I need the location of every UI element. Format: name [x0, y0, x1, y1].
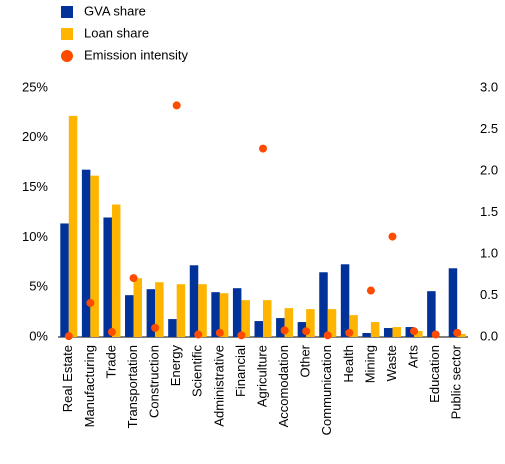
x-tick-label: Mining [362, 345, 377, 383]
y-tick-label: 0% [29, 328, 48, 343]
legend-swatch [61, 28, 73, 40]
emission-dot [302, 327, 311, 336]
y2-tick-label: 1.5 [480, 204, 498, 219]
legend-label: Loan share [84, 25, 149, 40]
emission-dot [107, 328, 116, 337]
bar [211, 292, 220, 337]
y-tick-label: 20% [22, 129, 48, 144]
bar [168, 319, 177, 337]
legend-swatch [61, 50, 73, 62]
x-tick-label: Arts [405, 345, 420, 369]
x-tick-label: Manufacturing [82, 345, 97, 427]
y2-tick-label: 0.5 [480, 287, 498, 302]
bar [284, 308, 294, 337]
x-tick-label: Waste [384, 345, 399, 381]
bar [176, 284, 186, 337]
emission-dot [431, 330, 440, 339]
bar [306, 309, 315, 337]
bar [297, 322, 307, 337]
emission-dot [388, 232, 397, 241]
bar [219, 293, 229, 337]
bar [319, 272, 328, 337]
emission-dot [280, 326, 289, 335]
emission-dot [237, 331, 246, 340]
emission-dot [64, 332, 73, 341]
x-tick-label: Other [298, 344, 313, 377]
bar [133, 278, 143, 337]
x-tick-label: Accomodation [276, 345, 291, 427]
y-tick-label: 25% [22, 79, 48, 94]
emission-dot [129, 274, 138, 283]
y-tick-label: 15% [22, 179, 48, 194]
emission-dot [172, 101, 181, 110]
y2-tick-label: 1.0 [480, 245, 498, 260]
y2-tick-label: 0.0 [480, 328, 498, 343]
emission-dot [86, 298, 95, 307]
x-tick-label: Communication [319, 345, 334, 435]
bar [327, 309, 337, 337]
emission-dot [194, 330, 203, 339]
bar [340, 264, 350, 337]
emission-dot [366, 286, 375, 295]
x-tick-label: Real Estate [60, 345, 75, 412]
y-tick-label: 5% [29, 279, 48, 294]
bar [457, 334, 466, 337]
emission-dot [151, 323, 160, 332]
bar [263, 300, 272, 337]
bar [392, 327, 401, 337]
emission-dot [323, 331, 332, 340]
bar [60, 223, 69, 337]
x-tick-label: Trade [103, 345, 118, 378]
bar [81, 169, 91, 337]
bar [198, 284, 207, 337]
bar [414, 331, 423, 337]
bar [362, 333, 371, 337]
emission-dot [410, 327, 419, 336]
bar [427, 291, 436, 337]
bar [276, 318, 285, 337]
emission-dot [345, 328, 354, 337]
bar [370, 322, 380, 337]
emission-dot [215, 328, 224, 337]
y-tick-label: 10% [22, 229, 48, 244]
bar [254, 321, 263, 337]
x-tick-label: Construction [147, 345, 162, 418]
y2-tick-label: 3.0 [480, 79, 498, 94]
bar [68, 115, 78, 337]
legend-label: GVA share [84, 3, 146, 18]
emission-dot [453, 328, 462, 337]
bar [103, 217, 112, 337]
bar [146, 289, 156, 337]
bar [189, 265, 199, 337]
bar [90, 175, 99, 337]
emission-dot [259, 144, 267, 153]
y2-tick-label: 2.0 [480, 162, 498, 177]
legend-swatch [61, 6, 73, 18]
bar [383, 328, 393, 337]
x-tick-label: Education [427, 345, 442, 403]
x-tick-label: Health [341, 345, 356, 383]
bar [349, 315, 358, 337]
bar [448, 268, 458, 337]
legend-label: Emission intensity [84, 47, 189, 62]
bar [241, 300, 250, 337]
bar [125, 295, 134, 337]
x-tick-label: Agriculture [254, 345, 269, 407]
x-tick-label: Public sector [449, 344, 464, 419]
x-tick-label: Transportation [125, 345, 140, 428]
x-tick-label: Financial [233, 345, 248, 397]
bar [111, 204, 121, 337]
bar [155, 282, 164, 337]
bar [405, 327, 415, 337]
x-tick-label: Scientific [190, 345, 205, 398]
x-tick-label: Administrative [211, 345, 226, 427]
y2-tick-label: 2.5 [480, 121, 498, 136]
bar [232, 288, 242, 337]
x-tick-label: Energy [168, 345, 183, 387]
